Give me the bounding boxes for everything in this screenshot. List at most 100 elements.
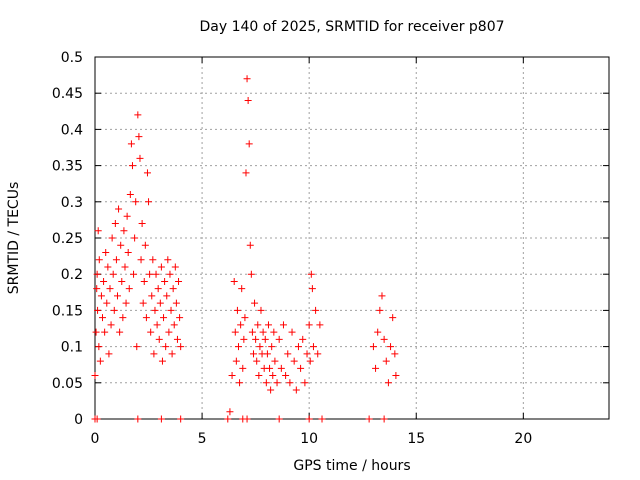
- data-point: [165, 328, 173, 336]
- data-point: [374, 328, 382, 336]
- data-point: [316, 321, 324, 329]
- x-tick-label: 20: [514, 431, 532, 447]
- data-point: [127, 140, 135, 148]
- y-tick-label: 0.25: [52, 231, 83, 247]
- data-point: [130, 270, 138, 278]
- data-point: [93, 415, 101, 423]
- data-point: [318, 415, 326, 423]
- data-point: [241, 314, 249, 322]
- y-tick-label: 0: [74, 412, 83, 428]
- data-point: [243, 75, 251, 83]
- data-point: [124, 248, 132, 256]
- data-point: [97, 292, 105, 300]
- y-tick-label: 0.1: [61, 340, 83, 356]
- data-point: [297, 364, 305, 372]
- data-point: [133, 343, 141, 351]
- data-point: [308, 285, 316, 293]
- data-point: [230, 277, 238, 285]
- data-point: [169, 285, 177, 293]
- data-point: [251, 299, 259, 307]
- data-point: [137, 256, 145, 264]
- data-point: [173, 335, 181, 343]
- data-point: [98, 314, 106, 322]
- data-point: [233, 306, 241, 314]
- data-point: [282, 372, 290, 380]
- data-point: [244, 96, 252, 104]
- data-point: [163, 292, 171, 300]
- data-point: [92, 328, 100, 336]
- data-point: [389, 314, 397, 322]
- data-point: [91, 372, 99, 380]
- data-point: [380, 415, 388, 423]
- data-point: [143, 169, 151, 177]
- data-point: [157, 415, 165, 423]
- data-point: [365, 415, 373, 423]
- data-point: [145, 198, 153, 206]
- data-point: [146, 270, 154, 278]
- data-point: [106, 285, 114, 293]
- data-point: [245, 140, 253, 148]
- data-point: [138, 220, 146, 228]
- data-point: [288, 328, 296, 336]
- data-point: [162, 343, 170, 351]
- y-tick-label: 0.45: [52, 86, 83, 102]
- y-tick-label: 0.3: [61, 195, 83, 211]
- y-tick-labels: 0 0.05 0.1 0.15 0.2 0.25 0.3 0.35 0.4 0.45 0.5: [52, 50, 83, 428]
- data-point: [303, 350, 311, 358]
- y-tick-label: 0.05: [52, 376, 83, 392]
- data-point: [237, 321, 245, 329]
- data-point: [95, 256, 103, 264]
- data-point: [139, 299, 147, 307]
- data-point: [277, 364, 285, 372]
- data-points: [91, 75, 400, 423]
- data-point: [136, 154, 144, 162]
- data-point: [107, 321, 115, 329]
- x-tick-label: 5: [198, 431, 207, 447]
- data-point: [177, 415, 185, 423]
- data-point: [128, 162, 136, 170]
- data-point: [103, 299, 111, 307]
- data-point: [254, 321, 262, 329]
- x-tick-label: 10: [300, 431, 318, 447]
- data-point: [122, 299, 130, 307]
- data-point: [234, 343, 242, 351]
- data-point: [275, 335, 283, 343]
- data-point: [123, 212, 131, 220]
- data-point: [158, 357, 166, 365]
- data-point: [147, 328, 155, 336]
- data-point: [134, 415, 142, 423]
- data-point: [384, 379, 392, 387]
- data-point: [134, 111, 142, 119]
- data-point: [257, 306, 265, 314]
- data-point: [125, 285, 133, 293]
- data-point: [378, 292, 386, 300]
- data-point: [153, 321, 161, 329]
- data-point: [259, 328, 267, 336]
- data-point: [306, 357, 314, 365]
- data-point: [305, 415, 313, 423]
- data-point: [157, 263, 165, 271]
- data-point: [269, 372, 277, 380]
- data-point: [112, 256, 120, 264]
- data-point: [224, 415, 232, 423]
- data-point: [110, 306, 118, 314]
- data-point: [232, 357, 240, 365]
- data-point: [301, 379, 309, 387]
- data-point: [94, 306, 102, 314]
- data-point: [231, 328, 239, 336]
- data-point: [262, 379, 270, 387]
- data-point: [267, 386, 275, 394]
- data-point: [314, 350, 322, 358]
- y-tick-label: 0.2: [61, 267, 83, 283]
- data-point: [101, 328, 109, 336]
- data-point: [105, 350, 113, 358]
- data-point: [369, 343, 377, 351]
- grid: [95, 57, 609, 419]
- data-point: [294, 343, 302, 351]
- data-point: [120, 227, 128, 235]
- data-point: [154, 285, 162, 293]
- data-point: [94, 227, 102, 235]
- data-point: [170, 321, 178, 329]
- data-point: [102, 248, 110, 256]
